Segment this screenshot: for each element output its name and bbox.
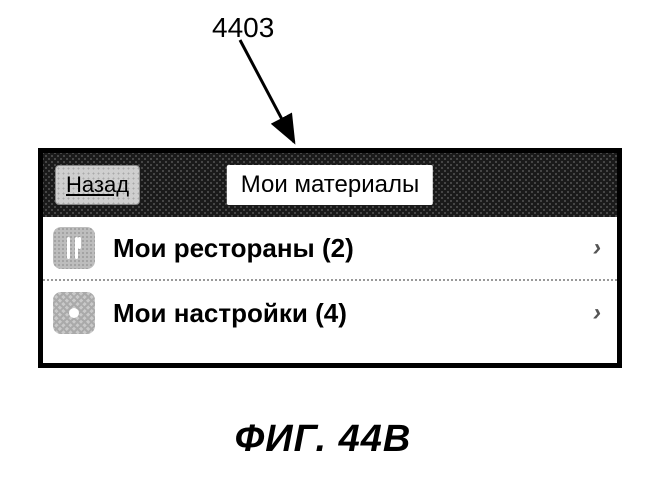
page-title: Мои материалы — [227, 165, 433, 205]
list-item[interactable]: Мои рестораны (2) › — [43, 217, 617, 281]
chevron-right-icon: › — [593, 299, 601, 327]
back-button[interactable]: Назад — [55, 165, 140, 205]
list: Мои рестораны (2) › Мои настройки (4) › — [43, 217, 617, 345]
utensils-icon — [53, 227, 95, 269]
callout-arrow — [190, 30, 340, 160]
list-item[interactable]: Мои настройки (4) › — [43, 281, 617, 345]
back-button-label: Назад — [66, 172, 129, 198]
list-item-label: Мои настройки (4) — [113, 298, 593, 329]
callout-label: 4403 — [212, 12, 274, 44]
settings-icon — [53, 292, 95, 334]
nav-bar: Назад Мои материалы — [43, 153, 617, 217]
footer-spacer — [43, 345, 617, 363]
device-frame: Назад Мои материалы Мои рестораны (2) › … — [38, 148, 622, 368]
figure-caption: ФИГ. 44B — [0, 418, 646, 461]
chevron-right-icon: › — [593, 234, 601, 262]
list-item-label: Мои рестораны (2) — [113, 233, 593, 264]
